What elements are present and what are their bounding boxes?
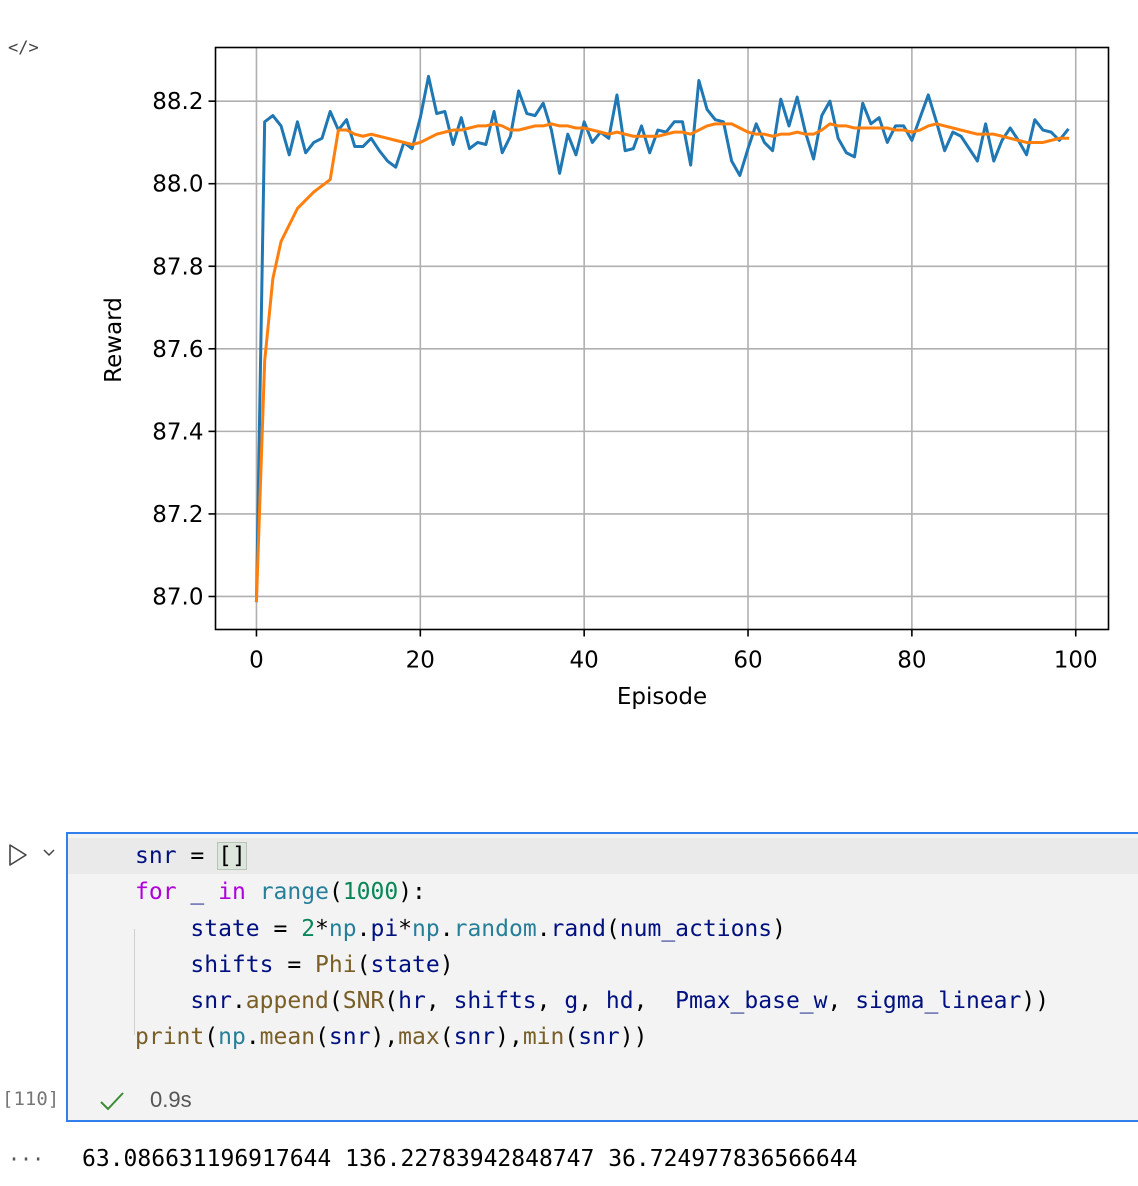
output-menu-dots[interactable]: ··· — [8, 1147, 45, 1171]
reward-chart: 0 20 40 60 80 100 87.0 87.2 87.4 87.6 87.8 88.0 88.2… — [101, 46, 1110, 710]
x-tick-label: 20 — [406, 648, 435, 674]
x-tick-label: 40 — [570, 648, 599, 674]
y-tick-label: 87.8 — [152, 254, 203, 280]
x-tick-label: 60 — [733, 648, 762, 674]
plot-frame — [214, 46, 1110, 631]
indent-guide — [134, 929, 135, 1035]
x-tick-label: 100 — [1054, 648, 1098, 674]
code-line[interactable]: state = 2*np.pi*np.random.rand(num_actio… — [190, 915, 786, 942]
axis-ticks: 0 20 40 60 80 100 87.0 87.2 87.4 87.6 87.8 88.0 88.2 — [152, 89, 1097, 673]
y-tick-label: 88.0 — [152, 172, 203, 198]
code-line[interactable]: snr.append(SNR(hr, shifts, g, hd, Pmax_b… — [190, 988, 1050, 1015]
execution-duration: 0.9s — [150, 1087, 192, 1112]
y-tick-label: 87.0 — [152, 584, 203, 610]
code-line[interactable]: print(np.mean(snr),max(snr),min(snr)) — [135, 1024, 648, 1051]
code-line[interactable]: snr = [] — [68, 838, 1138, 875]
chevron-down-icon[interactable] — [39, 843, 59, 863]
series-lines — [254, 74, 1070, 603]
y-tick-label: 87.6 — [152, 337, 203, 363]
code-line[interactable]: for _ in range(1000): — [135, 879, 426, 906]
y-tick-label: 88.2 — [152, 89, 203, 115]
y-tick-label: 87.4 — [152, 419, 203, 445]
code-line[interactable]: shifts = Phi(state) — [190, 951, 454, 978]
y-axis-label: Reward — [101, 297, 127, 383]
x-tick-label: 0 — [249, 648, 264, 674]
code-cell[interactable] — [66, 832, 1138, 1122]
execution-count: [110] — [2, 1088, 60, 1110]
run-cell-button[interactable] — [5, 840, 31, 870]
series-line-1 — [254, 74, 1070, 603]
check-icon — [99, 1090, 125, 1116]
x-axis-label: Episode — [617, 684, 707, 710]
code-icon[interactable]: </> — [8, 38, 39, 58]
grid-lines — [215, 47, 1109, 630]
cell-output-text: 63.086631196917644 136.22783942848747 36… — [82, 1146, 858, 1172]
series-line-2 — [254, 122, 1070, 603]
y-tick-label: 87.2 — [152, 502, 203, 528]
code-editor[interactable]: snr = [] for _ in range(1000): state = 2… — [68, 838, 1138, 1056]
x-tick-label: 80 — [897, 648, 926, 674]
